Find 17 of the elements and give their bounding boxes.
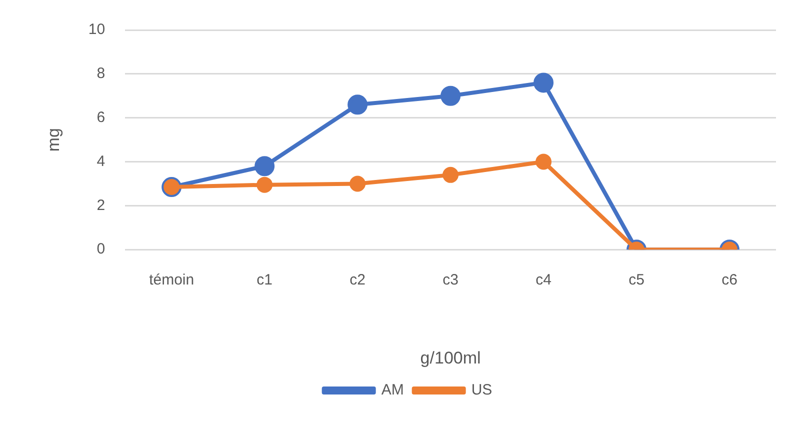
x-tick-label: c4 (536, 272, 552, 289)
x-tick-label: c3 (442, 272, 458, 289)
x-tick-label: témoin (149, 272, 194, 289)
x-axis-title: g/100ml (420, 348, 481, 368)
x-tick-label: c1 (256, 272, 272, 289)
y-tick-label: 4 (96, 152, 106, 170)
x-tick-label: c2 (350, 272, 366, 289)
x-tick-label: c6 (722, 272, 738, 289)
legend-label: AM (381, 382, 404, 399)
y-tick-label: 0 (96, 240, 106, 258)
y-axis-title: mg (44, 128, 63, 152)
y-tick-label: 6 (96, 108, 106, 126)
y-tick-label: 10 (88, 21, 106, 38)
y-tick-label: 2 (96, 196, 106, 214)
x-tick-label: c5 (628, 272, 644, 289)
legend-label: US (471, 382, 492, 399)
y-tick-label: 8 (96, 65, 106, 82)
